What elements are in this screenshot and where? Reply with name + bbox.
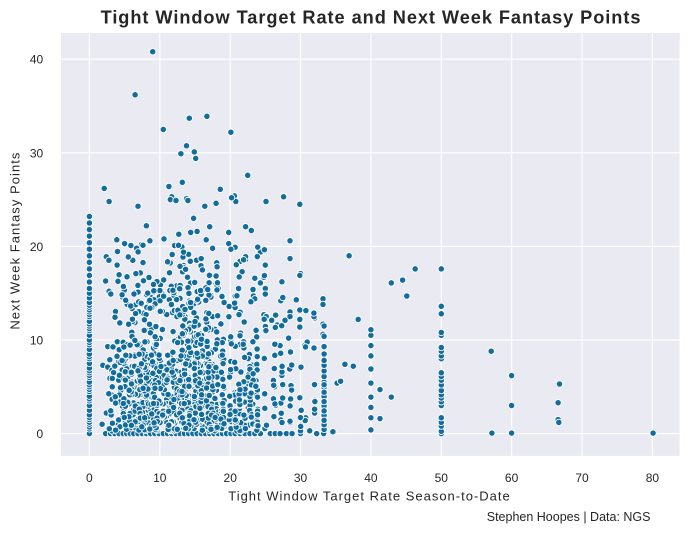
svg-text:10: 10 bbox=[153, 471, 167, 485]
svg-text:70: 70 bbox=[575, 471, 589, 485]
svg-text:20: 20 bbox=[224, 471, 238, 485]
svg-text:30: 30 bbox=[294, 471, 308, 485]
svg-text:Next Week Fantasy Points: Next Week Fantasy Points bbox=[8, 152, 23, 330]
svg-text:50: 50 bbox=[435, 471, 449, 485]
svg-text:40: 40 bbox=[364, 471, 378, 485]
svg-text:30: 30 bbox=[30, 146, 44, 160]
svg-text:20: 20 bbox=[30, 240, 44, 254]
svg-text:0: 0 bbox=[37, 427, 44, 441]
svg-text:Tight Window Target Rate Seaso: Tight Window Target Rate Season-to-Date bbox=[228, 488, 511, 503]
svg-text:40: 40 bbox=[30, 53, 44, 67]
svg-text:60: 60 bbox=[505, 471, 519, 485]
svg-text:Stephen Hoopes | Data: NGS: Stephen Hoopes | Data: NGS bbox=[487, 510, 651, 524]
svg-text:10: 10 bbox=[30, 334, 44, 348]
svg-text:80: 80 bbox=[646, 471, 660, 485]
svg-text:Tight Window Target Rate and N: Tight Window Target Rate and Next Week F… bbox=[101, 8, 642, 28]
svg-text:0: 0 bbox=[86, 471, 93, 485]
